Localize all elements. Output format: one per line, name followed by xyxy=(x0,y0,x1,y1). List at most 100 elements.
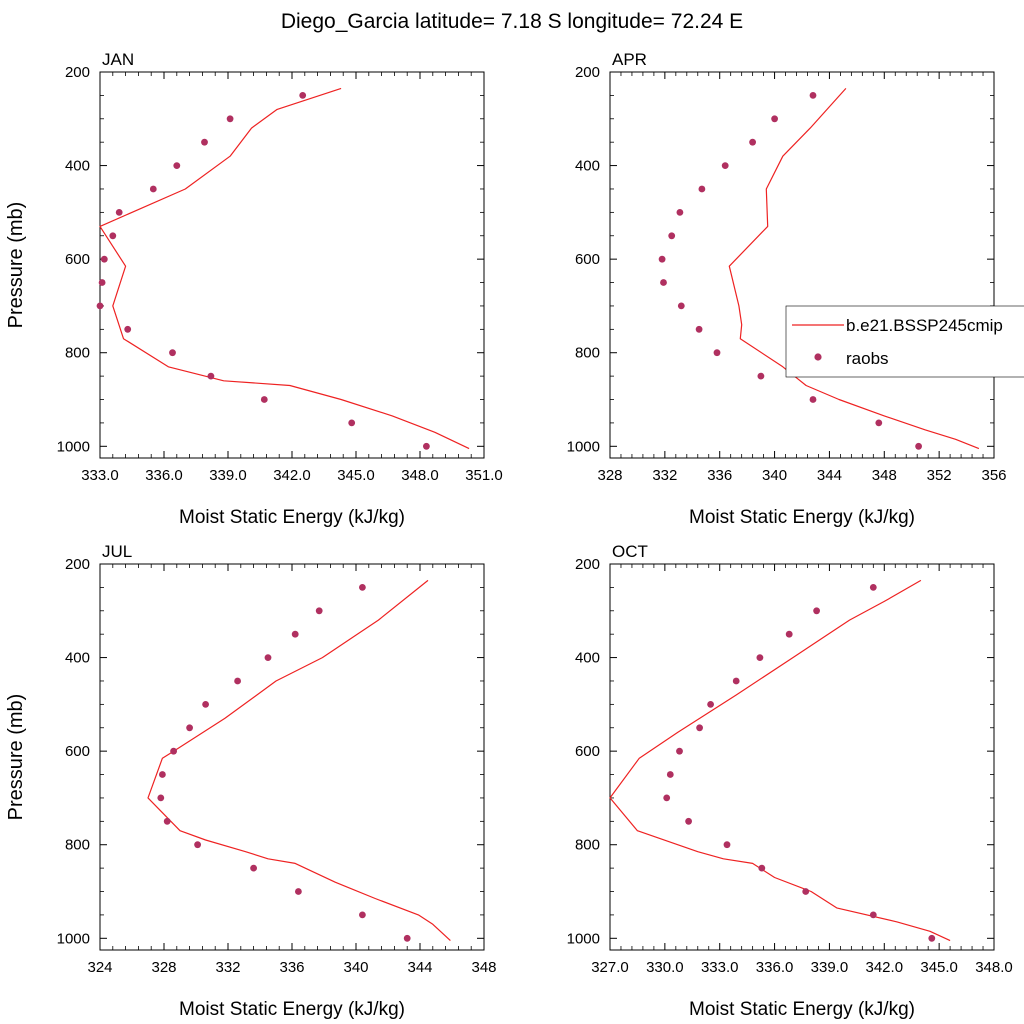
series-line-model xyxy=(609,579,951,942)
obs-point xyxy=(359,584,366,591)
panels: JAN 333.0 336.0 339.0 342.0 345.0 348.0 351.0 20… xyxy=(5,50,1013,1020)
x-tick-label: 339.0 xyxy=(209,467,247,484)
obs-point xyxy=(264,654,272,661)
obs-point xyxy=(785,630,793,638)
x-tick-label: 345.0 xyxy=(337,467,375,484)
x-tick-label: 327.0 xyxy=(591,959,629,976)
obs-point xyxy=(159,771,166,778)
series-line-model xyxy=(99,87,470,450)
obs-point xyxy=(170,747,178,755)
obs-point xyxy=(663,794,671,802)
obs-point xyxy=(100,255,108,263)
obs-point xyxy=(260,396,268,403)
x-axis-label: Moist Static Energy (kJ/kg) xyxy=(689,507,915,528)
x-tick-label: 348 xyxy=(872,467,897,484)
obs-point xyxy=(685,817,692,825)
x-tick-label: 340 xyxy=(343,959,368,976)
obs-point xyxy=(98,279,106,286)
obs-point xyxy=(173,162,181,170)
obs-point xyxy=(660,279,667,286)
y-tick-label: 1000 xyxy=(57,930,90,947)
y-tick-label: 800 xyxy=(575,837,600,854)
y-tick-label: 400 xyxy=(575,650,600,667)
obs-point xyxy=(169,349,176,357)
obs-point xyxy=(359,911,366,919)
y-tick-label: 800 xyxy=(65,837,90,854)
x-axis-label: Moist Static Energy (kJ/kg) xyxy=(689,999,915,1020)
x-tick-label: 324 xyxy=(87,959,112,976)
x-tick-label: 328 xyxy=(151,959,176,976)
y-tick-label: 600 xyxy=(575,251,600,268)
y-tick-label: 200 xyxy=(575,556,600,573)
x-tick-label: 336 xyxy=(707,467,732,484)
obs-point xyxy=(677,302,685,310)
obs-point xyxy=(202,701,210,708)
obs-point xyxy=(713,349,721,357)
y-tick-label: 1000 xyxy=(57,438,90,455)
obs-point xyxy=(186,724,194,732)
x-tick-label: 330.0 xyxy=(646,959,684,976)
x-tick-label: 342.0 xyxy=(866,959,904,976)
panel-label: APR xyxy=(612,50,647,69)
obs-point xyxy=(695,325,703,333)
y-tick-label: 800 xyxy=(65,345,90,362)
y-tick-label: 200 xyxy=(65,556,90,573)
panel-label: JUL xyxy=(102,542,132,561)
obs-point xyxy=(423,442,430,450)
obs-point xyxy=(676,747,683,755)
plot-frame xyxy=(609,71,995,459)
obs-point xyxy=(869,911,877,919)
x-tick-label: 348 xyxy=(471,959,496,976)
obs-point xyxy=(756,654,764,661)
obs-point xyxy=(149,185,157,193)
obs-point xyxy=(207,372,215,380)
obs-point xyxy=(809,396,817,403)
y-tick-label: 400 xyxy=(575,158,600,175)
x-tick-label: 336.0 xyxy=(145,467,183,484)
x-tick-label: 344 xyxy=(407,959,432,976)
x-tick-label: 332 xyxy=(215,959,240,976)
y-axis-label: Pressure (mb) xyxy=(5,202,27,329)
obs-point xyxy=(802,888,810,895)
obs-point xyxy=(809,92,817,99)
series-line-model xyxy=(728,87,980,450)
x-tick-label: 339.0 xyxy=(811,959,849,976)
y-tick-label: 400 xyxy=(65,158,90,175)
panel-jul: JUL 324 328 332 336 340 344 348 200 400 600 800 1000… xyxy=(5,542,497,1020)
y-tick-label: 600 xyxy=(65,251,90,268)
obs-point xyxy=(295,888,302,895)
x-tick-label: 344 xyxy=(817,467,842,484)
obs-point xyxy=(721,162,729,170)
obs-point xyxy=(658,255,666,263)
obs-point xyxy=(194,841,202,849)
series-line-model xyxy=(147,579,451,942)
legend-obs-label: raobs xyxy=(846,349,889,368)
obs-point xyxy=(157,794,165,802)
obs-point xyxy=(813,607,820,615)
panel-apr: APR 328 332 336 340 344 348 352 356 200 400 600 800 1… xyxy=(567,50,1007,528)
obs-point xyxy=(723,841,731,849)
obs-point xyxy=(666,771,674,778)
panel-jan: JAN 333.0 336.0 339.0 342.0 345.0 348.0 351.0 20… xyxy=(5,50,503,528)
y-tick-label: 400 xyxy=(65,650,90,667)
legend-box xyxy=(785,305,1024,378)
x-axis-label: Moist Static Energy (kJ/kg) xyxy=(179,999,405,1020)
obs-point xyxy=(234,677,242,685)
obs-point xyxy=(698,185,706,193)
x-axis-label: Moist Static Energy (kJ/kg) xyxy=(179,507,405,528)
obs-point xyxy=(109,232,117,240)
panel-label: OCT xyxy=(612,542,648,561)
obs-point xyxy=(915,442,922,450)
legend-model-label: b.e21.BSSP245cmip xyxy=(846,316,1003,335)
obs-point xyxy=(668,232,676,240)
y-tick-label: 1000 xyxy=(567,438,600,455)
x-tick-label: 336.0 xyxy=(756,959,794,976)
obs-point xyxy=(115,209,123,216)
obs-point xyxy=(928,934,936,942)
x-tick-label: 345.0 xyxy=(920,959,958,976)
x-tick-label: 340 xyxy=(762,467,787,484)
x-tick-label: 348.0 xyxy=(975,959,1013,976)
x-tick-label: 342.0 xyxy=(273,467,311,484)
obs-point xyxy=(403,934,411,942)
x-tick-label: 351.0 xyxy=(465,467,503,484)
